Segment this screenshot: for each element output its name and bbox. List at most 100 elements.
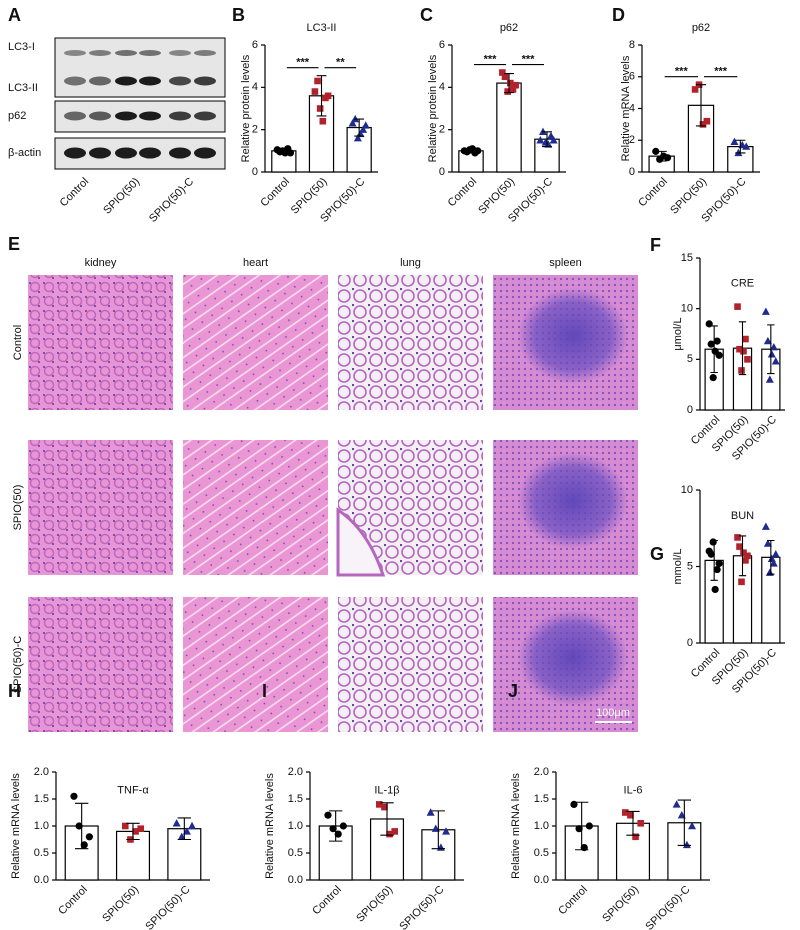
tissue-airway — [336, 507, 386, 577]
blot-band-label: LC3-II — [8, 82, 38, 94]
panel-letter: F — [650, 235, 661, 255]
y-tick-label: 10 — [681, 303, 693, 315]
error-bar — [735, 139, 746, 154]
blot-band — [139, 111, 161, 121]
y-tick-label: 2 — [439, 124, 445, 136]
data-point — [734, 303, 741, 310]
y-tick-label: 0.5 — [534, 847, 549, 859]
y-axis-label: Relative protein levels — [427, 54, 439, 162]
y-tick-label: 0.0 — [534, 874, 549, 886]
data-point — [324, 92, 332, 100]
y-tick-label: 5 — [687, 353, 693, 365]
data-point — [765, 375, 774, 383]
data-point — [740, 549, 747, 557]
y-tick-label: 0.0 — [34, 874, 49, 886]
error-bar — [767, 539, 775, 575]
blot-band-label: LC3-I — [8, 41, 35, 53]
y-tick-label: 2.0 — [534, 766, 549, 778]
data-point — [575, 825, 583, 833]
error-bar — [177, 817, 192, 841]
data-point — [709, 538, 717, 546]
tissue-image — [28, 597, 173, 732]
panel-letter: A — [8, 5, 21, 25]
data-point — [713, 565, 721, 574]
data-point — [386, 830, 393, 838]
error-bar — [767, 324, 775, 375]
data-point — [356, 129, 365, 138]
blot-band-label: β-actin — [8, 147, 41, 159]
error-bar — [710, 539, 718, 581]
data-point — [622, 809, 629, 816]
chart-title: BUN — [731, 510, 754, 522]
blot-band — [89, 147, 111, 159]
data-point — [771, 550, 780, 558]
x-tick-label: Control — [258, 176, 292, 210]
blot-band — [115, 147, 137, 159]
blot-band — [115, 76, 137, 86]
blot-band — [64, 111, 86, 121]
blot-band — [194, 147, 216, 159]
data-point — [536, 136, 545, 144]
data-point — [691, 86, 699, 93]
y-tick-label: 1.0 — [534, 820, 549, 832]
blot-band — [139, 76, 161, 86]
y-axis-label: Relative mRNA levels — [620, 55, 632, 161]
tissue-image — [183, 275, 328, 410]
data-point — [361, 121, 370, 129]
data-point — [172, 819, 181, 827]
tissue-image — [183, 440, 328, 575]
data-point — [122, 822, 129, 830]
data-point — [742, 557, 749, 564]
data-point — [501, 73, 509, 81]
panel-letter: B — [232, 5, 245, 25]
chart-title: TNF-α — [117, 784, 149, 796]
data-point — [740, 347, 747, 355]
chart-title: CRE — [731, 278, 754, 290]
y-axis-label: mmol/L — [672, 548, 684, 584]
data-point — [763, 336, 772, 345]
tissue-image — [183, 597, 328, 732]
data-point — [85, 833, 93, 841]
tissue-image — [28, 440, 173, 575]
panel-letter: H — [8, 681, 21, 701]
y-tick-label: 1.0 — [288, 820, 303, 832]
x-tick-label: SPIO(50) — [100, 884, 141, 925]
panel-letter: J — [508, 681, 518, 701]
y-tick-label: 5 — [687, 560, 693, 572]
blot-band — [115, 111, 137, 121]
y-tick-label: 0 — [629, 166, 635, 178]
x-tick-label: SPIO(50) — [600, 884, 641, 925]
data-point — [177, 832, 186, 840]
bar — [496, 82, 522, 173]
error-bar — [328, 810, 343, 842]
blot-lane-label: SPIO(50) — [101, 176, 142, 217]
y-tick-label: 4 — [252, 81, 258, 93]
data-point — [512, 81, 519, 89]
data-point — [767, 350, 776, 358]
significance-label: ** — [336, 57, 345, 69]
y-tick-label: 15 — [681, 252, 693, 264]
column-label: kidney — [85, 257, 117, 269]
data-point — [688, 821, 697, 830]
y-tick-label: 10 — [681, 484, 693, 496]
error-bar — [504, 73, 514, 94]
blot-band-label: p62 — [8, 110, 26, 122]
y-tick-label: 2 — [252, 124, 258, 136]
data-point — [80, 841, 88, 849]
y-tick-label: 0.5 — [288, 847, 303, 859]
chart-title: p62 — [500, 22, 518, 34]
data-point — [324, 811, 332, 819]
tissue-follicle — [517, 609, 628, 706]
error-bar — [126, 822, 140, 841]
panel-letter: C — [420, 5, 433, 25]
chart-title: IL-1β — [374, 784, 399, 796]
blot-band — [115, 50, 137, 56]
data-point — [744, 552, 751, 560]
data-point — [663, 154, 672, 162]
y-tick-label: 0 — [687, 637, 693, 649]
chart-title: p62 — [692, 22, 710, 34]
blot-band — [169, 76, 191, 86]
data-point — [627, 811, 634, 819]
column-label: lung — [400, 257, 421, 269]
data-point — [353, 133, 362, 142]
